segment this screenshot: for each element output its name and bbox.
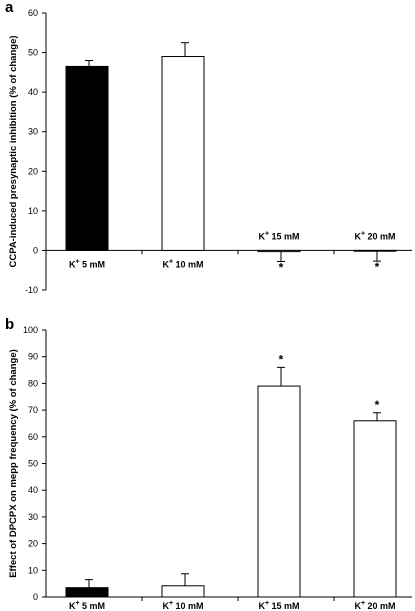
x-category-label: K+ 5 mM — [69, 258, 105, 269]
y-axis-title: CCPA-induced presynaptic inhibition (% o… — [8, 35, 19, 267]
y-tick-label: 40 — [28, 485, 38, 495]
x-category-label-base: K — [354, 601, 361, 611]
bar — [353, 249, 397, 252]
x-category-label: K+ 20 mM — [354, 600, 395, 611]
y-tick-label: 90 — [28, 352, 38, 362]
bar — [161, 585, 205, 598]
x-category-label: K+ 15 mM — [258, 600, 299, 611]
panel-a: a -10 0 10 20 30 40 50 60 CCPA-induced presynapti… — [5, 0, 412, 295]
x-category-label-base: K — [258, 231, 265, 241]
y-tick-label: 70 — [28, 405, 38, 415]
y-tick-label: 10 — [28, 206, 38, 216]
x-category-label-sup: + — [265, 230, 269, 237]
bar — [353, 420, 397, 598]
y-tick-label: -10 — [25, 285, 38, 295]
y-tick-label: 0 — [33, 592, 38, 602]
x-category-label-sup: + — [75, 600, 79, 607]
panel-label: a — [5, 0, 14, 16]
y-tick-label: 50 — [28, 48, 38, 58]
x-category-label-rest: 15 mM — [269, 601, 300, 611]
significance-star: * — [375, 260, 380, 274]
y-tick-label: 10 — [28, 565, 38, 575]
x-category-label-sup: + — [265, 600, 269, 607]
x-category-label-base: K — [162, 259, 169, 269]
x-category-label-sup: + — [75, 258, 79, 265]
x-category-label-rest: 15 mM — [269, 231, 300, 241]
y-tick-label: 100 — [23, 325, 38, 335]
x-category-label-sup: + — [169, 600, 173, 607]
x-category-label: K+ 10 mM — [162, 600, 203, 611]
bar — [161, 56, 205, 251]
panel-b: b 0 10 20 30 40 50 60 70 80 90 100 Effect of DPCPX o… — [5, 316, 412, 611]
x-category-label-base: K — [354, 231, 361, 241]
y-tick-label: 20 — [28, 166, 38, 176]
x-category-label-base: K — [258, 601, 265, 611]
y-tick-label: 80 — [28, 378, 38, 388]
x-category-label-sup: + — [361, 230, 365, 237]
x-category-label: K+ 10 mM — [162, 258, 203, 269]
bar — [257, 385, 301, 598]
y-tick-label: 30 — [28, 127, 38, 137]
x-category-label: K+ 5 mM — [69, 600, 105, 611]
y-tick-label: 50 — [28, 459, 38, 469]
y-tick-label: 60 — [28, 432, 38, 442]
x-category-label-rest: 20 mM — [365, 601, 396, 611]
x-category-label: K+ 20 mM — [354, 230, 395, 241]
x-category-label-rest: 20 mM — [365, 231, 396, 241]
bar — [65, 65, 109, 251]
y-tick-label: 0 — [33, 245, 38, 255]
significance-star: * — [375, 398, 380, 412]
significance-star: * — [279, 261, 284, 275]
y-axis-title: Effect of DPCPX on mepp frequency (% of … — [8, 349, 19, 578]
y-tick-label: 60 — [28, 8, 38, 18]
x-category-label-rest: 5 mM — [80, 259, 106, 269]
x-category-label-rest: 10 mM — [173, 601, 204, 611]
x-category-label: K+ 15 mM — [258, 230, 299, 241]
x-category-label-rest: 10 mM — [173, 259, 204, 269]
x-category-label-base: K — [69, 259, 76, 269]
y-tick-label: 20 — [28, 539, 38, 549]
bar — [257, 249, 301, 253]
y-tick-label: 30 — [28, 512, 38, 522]
panel-label: b — [5, 316, 14, 333]
x-category-label-sup: + — [361, 600, 365, 607]
bar — [65, 587, 109, 598]
x-category-label-base: K — [162, 601, 169, 611]
y-tick-label: 40 — [28, 87, 38, 97]
significance-star: * — [279, 352, 284, 366]
x-category-label-sup: + — [169, 258, 173, 265]
x-category-label-rest: 5 mM — [80, 601, 106, 611]
x-category-label-base: K — [69, 601, 76, 611]
